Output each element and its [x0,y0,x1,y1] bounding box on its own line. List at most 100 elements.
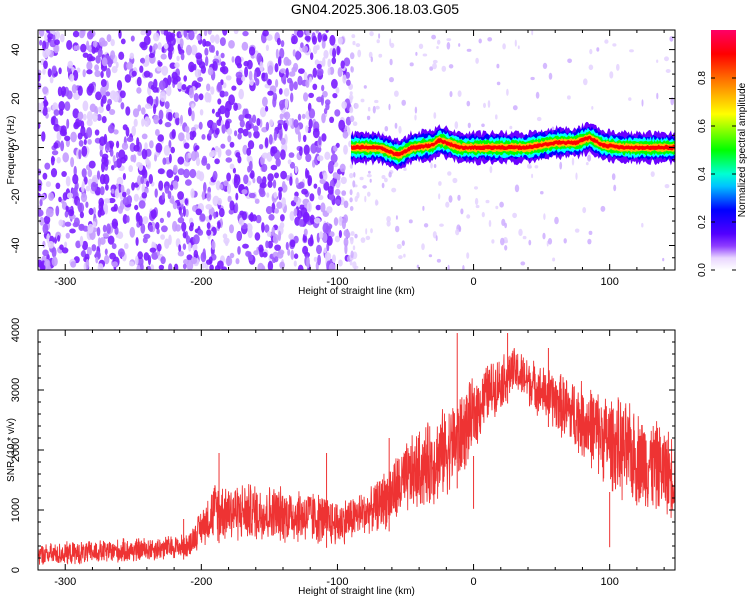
noise-blob [75,240,81,249]
noise-blob [155,222,160,230]
noise-blob [227,195,232,203]
noise-blob [391,187,397,193]
x-tick-label: -200 [190,276,212,288]
noise-blob [401,240,405,247]
noise-blob [277,56,282,67]
noise-blob [275,79,279,88]
noise-blob [157,243,162,252]
noise-blob [219,184,224,190]
noise-blob [86,127,93,138]
noise-blob [386,216,391,223]
noise-blob [165,31,173,43]
noise-blob [250,170,255,180]
noise-blob [235,192,239,201]
noise-blob [309,214,315,225]
noise-blob [83,139,87,145]
noise-blob [217,221,221,229]
noise-blob [287,159,292,165]
noise-blob [354,196,358,202]
noise-blob [467,122,471,129]
noise-blob [190,222,194,228]
colorbar-tick-label: 0.0 [697,263,708,277]
noise-blob [195,52,203,60]
noise-blob [368,170,371,174]
noise-blob [604,39,609,44]
noise-blob [268,134,273,145]
noise-blob [143,70,151,78]
noise-blob [423,223,429,228]
noise-blob [432,59,438,64]
x-tick-label: 0 [470,576,476,588]
noise-blob [290,92,294,103]
noise-blob [176,81,183,90]
noise-blob [447,171,452,176]
noise-blob [233,30,239,35]
noise-blob [323,49,329,59]
noise-blob [120,102,125,110]
noise-blob [362,185,367,189]
noise-blob [349,52,355,60]
noise-blob [303,144,310,156]
noise-blob [61,171,67,177]
noise-blob [241,211,247,221]
noise-blob [217,81,222,92]
noise-blob [229,200,235,211]
noise-blob [180,52,185,61]
noise-blob [218,115,222,123]
noise-blob [488,219,492,228]
noise-blob [86,246,92,256]
noise-blob [167,190,172,200]
noise-blob [59,128,67,137]
noise-blob [302,134,307,143]
noise-blob [39,216,45,226]
noise-blob [365,235,371,241]
noise-blob [49,76,54,84]
noise-blob [272,257,276,263]
noise-blob [454,121,459,129]
noise-blob [303,92,309,102]
noise-blob [94,129,100,136]
noise-blob [340,60,345,69]
noise-blob [168,139,172,149]
noise-blob [386,220,391,227]
noise-blob [86,111,93,122]
noise-blob [366,174,372,178]
noise-blob [349,237,354,241]
snr-frame [37,329,676,571]
noise-blob [588,230,593,235]
noise-blob [246,59,253,70]
noise-blob [207,30,212,35]
noise-blob [91,244,97,252]
colorbar-tick-label: 0.4 [697,167,708,181]
noise-blob [265,121,270,131]
noise-blob [177,191,185,200]
noise-blob [201,134,206,140]
noise-blob [95,55,101,64]
noise-blob [198,61,206,69]
noise-blob [462,265,465,270]
noise-blob [285,241,289,251]
noise-blob [308,76,313,83]
noise-blob [396,243,402,250]
noise-blob [182,205,186,217]
noise-blob [437,39,441,45]
noise-blob [43,215,51,225]
noise-blob [226,183,232,194]
noise-blob [267,180,273,188]
noise-blob [330,153,338,163]
noise-blob [485,199,490,204]
noise-blob [173,263,179,270]
noise-blob [191,103,195,109]
noise-blob [222,82,227,89]
noise-blob [86,119,93,127]
noise-blob [128,261,135,267]
noise-blob [157,134,164,142]
noise-blob [317,32,322,43]
noise-blob [334,109,341,117]
noise-blob [354,103,359,109]
noise-blob [66,90,73,100]
noise-blob [534,165,539,169]
noise-blob [107,235,115,245]
noise-blob [297,131,302,143]
noise-blob [161,225,168,233]
